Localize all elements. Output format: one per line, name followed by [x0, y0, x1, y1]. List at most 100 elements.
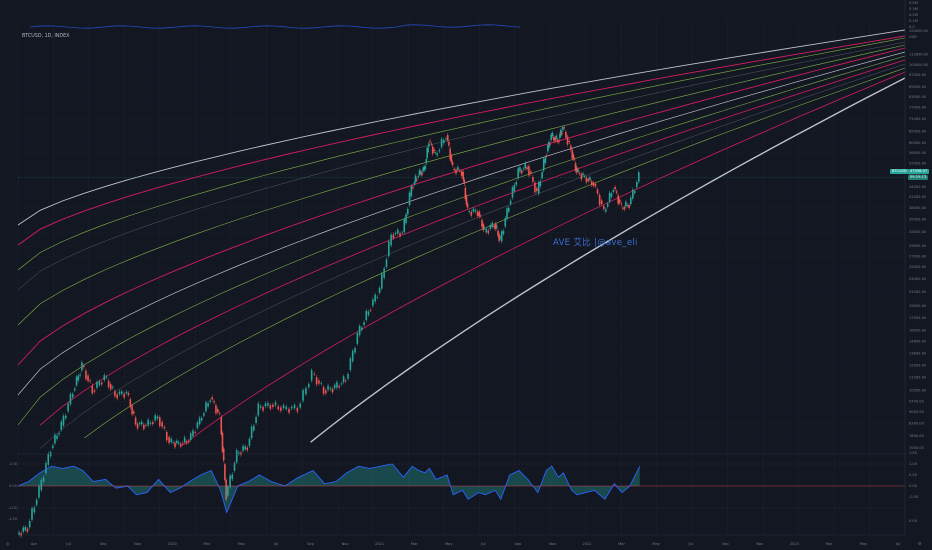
settings-icon[interactable]: ⚙ [918, 541, 922, 546]
candle-body [200, 418, 203, 421]
time-tick-label: 2022 [582, 542, 591, 546]
candle-body [413, 182, 416, 185]
candle-body [464, 187, 467, 200]
candle-body [18, 532, 20, 535]
candle-body [605, 209, 607, 212]
candle-body [606, 203, 609, 207]
candle-body [196, 422, 199, 429]
candle-body [526, 167, 528, 170]
candle-body [614, 187, 616, 190]
candle-body [74, 388, 76, 391]
candle-body [589, 177, 591, 181]
candle-body [515, 182, 518, 185]
candle-body [176, 440, 178, 444]
price-tick-label: 32000.00 [909, 230, 927, 234]
osc-left-tick-label: -1.00 [8, 506, 18, 510]
candle-body [52, 445, 54, 448]
candle-body [520, 170, 523, 174]
candle-body [530, 171, 532, 174]
candle-body [320, 383, 323, 385]
candle-body [77, 375, 80, 381]
candle-body [89, 380, 91, 382]
candle-body [340, 383, 343, 385]
candle-body [513, 184, 516, 192]
candle-body [58, 433, 60, 435]
candle-body [172, 442, 174, 443]
candle-body [426, 147, 428, 158]
candle-body [433, 149, 435, 152]
log-curve-fan [17, 29, 906, 449]
price-tick-label: 16000.00 [909, 329, 927, 333]
price-tick-label: 11500.00 [909, 375, 927, 379]
candle-body [532, 177, 534, 182]
candle-body [198, 417, 201, 425]
fan-curve [17, 29, 906, 226]
candle-body [422, 167, 424, 172]
candle-body [215, 405, 217, 414]
fan-curve [17, 41, 906, 291]
candle-body [502, 230, 505, 234]
price-series [18, 125, 905, 538]
candle-body [416, 179, 418, 181]
candle-body [163, 426, 166, 429]
candle-body [449, 148, 451, 160]
candle-body [221, 432, 224, 452]
candle-body [571, 150, 574, 159]
candle-body [147, 419, 149, 426]
time-tick-label: Sep [514, 542, 521, 546]
candle-body [107, 380, 110, 388]
candle-body [483, 228, 486, 229]
top-axis-label: 0.3M [909, 7, 918, 11]
price-tick-label: 23000.00 [909, 277, 927, 281]
candle-body [417, 176, 420, 178]
candle-body [205, 402, 207, 412]
candle-body [470, 211, 473, 216]
candle-body [179, 443, 182, 447]
candle-body [628, 204, 630, 208]
candle-body [479, 215, 482, 217]
candle-body [431, 146, 434, 154]
candle-body [285, 406, 288, 410]
candle-body [374, 294, 376, 302]
candle-body [246, 447, 249, 451]
candle-body [563, 127, 566, 129]
candle-body [460, 171, 463, 176]
fan-curve [17, 37, 906, 271]
fan-curve [310, 77, 906, 443]
candle-body [47, 453, 50, 465]
price-label-bubble: BTCUSD [890, 169, 909, 174]
candle-body [91, 385, 94, 394]
candle-body [318, 380, 320, 384]
candle-body [618, 199, 621, 203]
candle-body [367, 311, 370, 315]
candle-body [98, 381, 101, 386]
candle-body [559, 133, 561, 139]
candle-body [445, 138, 447, 140]
osc-line [17, 463, 641, 514]
candle-body [244, 446, 246, 450]
time-tick-label: Sep [722, 542, 729, 546]
candle-body [349, 358, 352, 370]
reset-icon[interactable]: ◎ [6, 541, 10, 546]
candle-body [574, 163, 577, 171]
candle-body [463, 179, 466, 184]
price-tick-label: 29000.00 [909, 244, 927, 248]
candle-body [448, 141, 450, 146]
osc-left-tick-label: 0.00 [9, 484, 18, 488]
candle-body [40, 479, 43, 491]
candle-body [468, 211, 470, 213]
candle-body [632, 189, 634, 199]
candle-body [626, 205, 629, 207]
candle-body [105, 376, 108, 378]
candle-body [133, 411, 135, 414]
top-axis-label: 0.1M [909, 19, 918, 23]
candle-body [573, 158, 576, 160]
candle-body [290, 406, 293, 409]
candle-body [504, 218, 507, 227]
candle-body [365, 310, 368, 321]
candle-body [123, 393, 125, 398]
last-price-bubble: 47098.47 [908, 169, 930, 174]
candle-body [24, 527, 27, 531]
candle-body [495, 223, 497, 230]
